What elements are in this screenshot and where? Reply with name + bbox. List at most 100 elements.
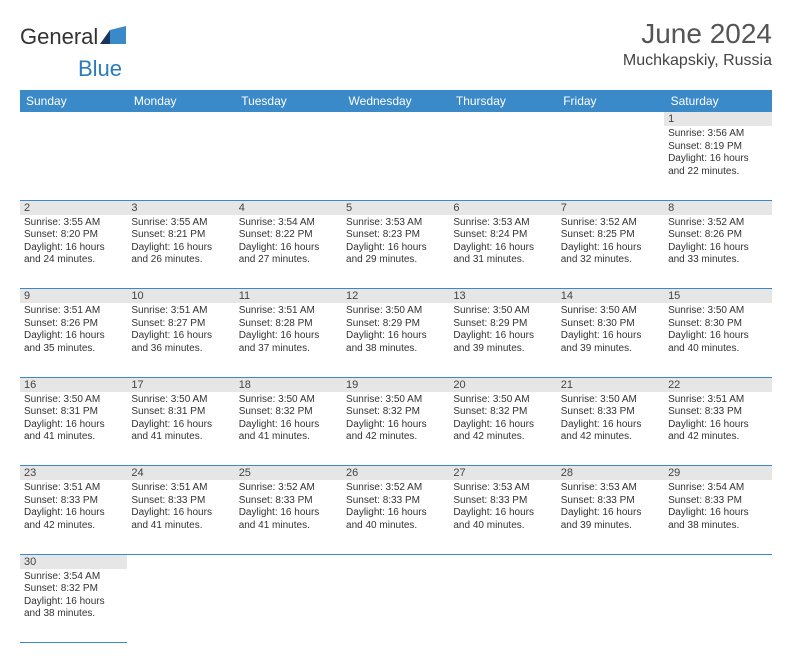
day-detail-row: Sunrise: 3:51 AMSunset: 8:33 PMDaylight:… [20,480,772,554]
day-number-cell [664,554,771,569]
daylight-line: Daylight: 16 hours and 35 minutes. [24,330,123,355]
day-detail-row: Sunrise: 3:54 AMSunset: 8:32 PMDaylight:… [20,569,772,643]
day-detail-cell: Sunrise: 3:54 AMSunset: 8:32 PMDaylight:… [20,569,127,643]
logo-icon [100,24,126,50]
sunrise-line: Sunrise: 3:50 AM [346,305,445,318]
daylight-line: Daylight: 16 hours and 37 minutes. [239,330,338,355]
sunset-line: Sunset: 8:32 PM [239,406,338,419]
day-number-cell: 18 [235,377,342,392]
sunrise-line: Sunrise: 3:52 AM [561,217,660,230]
day-number-row: 30 [20,554,772,569]
day-detail-cell: Sunrise: 3:50 AMSunset: 8:29 PMDaylight:… [449,303,556,377]
day-number-cell [127,554,234,569]
daylight-line: Daylight: 16 hours and 41 minutes. [239,507,338,532]
day-detail-cell: Sunrise: 3:54 AMSunset: 8:22 PMDaylight:… [235,215,342,289]
sunset-line: Sunset: 8:33 PM [239,495,338,508]
day-number-cell: 17 [127,377,234,392]
sunset-line: Sunset: 8:28 PM [239,318,338,331]
sunrise-line: Sunrise: 3:51 AM [131,305,230,318]
day-number-cell [235,554,342,569]
daylight-line: Daylight: 16 hours and 39 minutes. [561,330,660,355]
daylight-line: Daylight: 16 hours and 33 minutes. [668,242,767,267]
day-number-cell: 7 [557,200,664,215]
daylight-line: Daylight: 16 hours and 41 minutes. [131,507,230,532]
day-detail-cell: Sunrise: 3:56 AMSunset: 8:19 PMDaylight:… [664,126,771,200]
sunset-line: Sunset: 8:25 PM [561,229,660,242]
day-detail-cell: Sunrise: 3:50 AMSunset: 8:31 PMDaylight:… [20,392,127,466]
day-number-cell: 16 [20,377,127,392]
day-number-cell: 21 [557,377,664,392]
day-detail-cell: Sunrise: 3:51 AMSunset: 8:27 PMDaylight:… [127,303,234,377]
day-number-cell: 13 [449,289,556,304]
day-detail-row: Sunrise: 3:51 AMSunset: 8:26 PMDaylight:… [20,303,772,377]
day-detail-row: Sunrise: 3:50 AMSunset: 8:31 PMDaylight:… [20,392,772,466]
day-detail-cell [449,569,556,643]
day-number-row: 9101112131415 [20,289,772,304]
day-number-row: 16171819202122 [20,377,772,392]
day-number-cell: 30 [20,554,127,569]
daylight-line: Daylight: 16 hours and 41 minutes. [131,419,230,444]
daylight-line: Daylight: 16 hours and 42 minutes. [561,419,660,444]
sunset-line: Sunset: 8:27 PM [131,318,230,331]
daylight-line: Daylight: 16 hours and 38 minutes. [24,596,123,621]
day-detail-cell [557,126,664,200]
sunrise-line: Sunrise: 3:56 AM [668,128,767,141]
daylight-line: Daylight: 16 hours and 38 minutes. [668,507,767,532]
sunset-line: Sunset: 8:30 PM [668,318,767,331]
day-detail-row: Sunrise: 3:56 AMSunset: 8:19 PMDaylight:… [20,126,772,200]
day-number-cell: 24 [127,466,234,481]
day-number-row: 23242526272829 [20,466,772,481]
sunrise-line: Sunrise: 3:53 AM [453,482,552,495]
day-number-cell [342,112,449,126]
day-detail-cell: Sunrise: 3:55 AMSunset: 8:20 PMDaylight:… [20,215,127,289]
sunset-line: Sunset: 8:30 PM [561,318,660,331]
month-title: June 2024 [623,18,772,50]
day-number-cell: 3 [127,200,234,215]
day-number-cell: 9 [20,289,127,304]
day-detail-cell: Sunrise: 3:50 AMSunset: 8:32 PMDaylight:… [449,392,556,466]
sunset-line: Sunset: 8:33 PM [561,406,660,419]
sunrise-line: Sunrise: 3:52 AM [346,482,445,495]
day-number-cell: 8 [664,200,771,215]
daylight-line: Daylight: 16 hours and 42 minutes. [453,419,552,444]
sunset-line: Sunset: 8:33 PM [668,495,767,508]
day-detail-cell [235,126,342,200]
sunset-line: Sunset: 8:33 PM [668,406,767,419]
day-number-cell: 22 [664,377,771,392]
day-number-cell: 15 [664,289,771,304]
sunrise-line: Sunrise: 3:55 AM [131,217,230,230]
sunrise-line: Sunrise: 3:50 AM [561,305,660,318]
daylight-line: Daylight: 16 hours and 39 minutes. [453,330,552,355]
day-detail-cell: Sunrise: 3:50 AMSunset: 8:32 PMDaylight:… [342,392,449,466]
sunrise-line: Sunrise: 3:53 AM [346,217,445,230]
sunrise-line: Sunrise: 3:50 AM [561,394,660,407]
daylight-line: Daylight: 16 hours and 42 minutes. [346,419,445,444]
daylight-line: Daylight: 16 hours and 41 minutes. [24,419,123,444]
daylight-line: Daylight: 16 hours and 24 minutes. [24,242,123,267]
sunset-line: Sunset: 8:24 PM [453,229,552,242]
day-number-cell: 23 [20,466,127,481]
sunrise-line: Sunrise: 3:51 AM [24,482,123,495]
day-detail-cell: Sunrise: 3:50 AMSunset: 8:32 PMDaylight:… [235,392,342,466]
day-detail-cell [449,126,556,200]
calendar-page: General June 2024 Muchkapskiy, Russia Bl… [0,0,792,661]
weekday-header: Wednesday [342,90,449,112]
daylight-line: Daylight: 16 hours and 41 minutes. [239,419,338,444]
brand-logo: General [20,24,128,50]
day-number-cell: 28 [557,466,664,481]
day-detail-cell: Sunrise: 3:51 AMSunset: 8:28 PMDaylight:… [235,303,342,377]
sunset-line: Sunset: 8:33 PM [453,495,552,508]
sunset-line: Sunset: 8:23 PM [346,229,445,242]
sunrise-line: Sunrise: 3:50 AM [24,394,123,407]
day-number-cell [449,112,556,126]
weekday-header: Friday [557,90,664,112]
weekday-header-row: Sunday Monday Tuesday Wednesday Thursday… [20,90,772,112]
sunrise-line: Sunrise: 3:52 AM [239,482,338,495]
day-detail-row: Sunrise: 3:55 AMSunset: 8:20 PMDaylight:… [20,215,772,289]
day-number-cell: 6 [449,200,556,215]
sunset-line: Sunset: 8:32 PM [24,583,123,596]
day-number-cell [342,554,449,569]
brand-text-2: Blue [78,56,122,81]
weekday-header: Tuesday [235,90,342,112]
day-detail-cell: Sunrise: 3:53 AMSunset: 8:33 PMDaylight:… [557,480,664,554]
